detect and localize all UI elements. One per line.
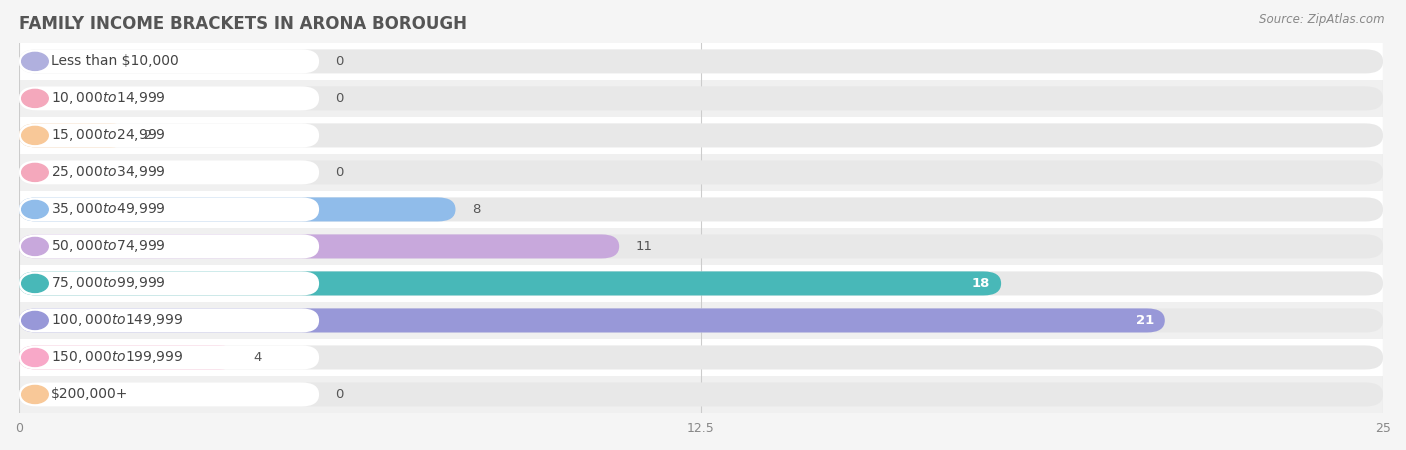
FancyBboxPatch shape <box>20 198 456 221</box>
FancyBboxPatch shape <box>20 271 1001 296</box>
FancyBboxPatch shape <box>20 198 1384 221</box>
Text: $10,000 to $14,999: $10,000 to $14,999 <box>51 90 166 106</box>
FancyBboxPatch shape <box>20 86 319 110</box>
FancyBboxPatch shape <box>20 234 319 258</box>
Bar <box>20 43 1384 80</box>
Text: $100,000 to $149,999: $100,000 to $149,999 <box>51 312 183 328</box>
Bar <box>20 376 1384 413</box>
FancyBboxPatch shape <box>20 198 319 221</box>
Text: $150,000 to $199,999: $150,000 to $199,999 <box>51 350 183 365</box>
Text: 0: 0 <box>336 388 344 401</box>
Bar <box>20 117 1384 154</box>
FancyBboxPatch shape <box>20 308 1384 333</box>
Text: 11: 11 <box>636 240 652 253</box>
Text: $50,000 to $74,999: $50,000 to $74,999 <box>51 238 166 254</box>
FancyBboxPatch shape <box>20 50 1384 73</box>
FancyBboxPatch shape <box>20 123 128 148</box>
Circle shape <box>21 200 48 218</box>
FancyBboxPatch shape <box>20 160 319 184</box>
FancyBboxPatch shape <box>20 271 1384 296</box>
Bar <box>20 154 1384 191</box>
FancyBboxPatch shape <box>20 86 1384 110</box>
Text: $25,000 to $34,999: $25,000 to $34,999 <box>51 164 166 180</box>
FancyBboxPatch shape <box>20 234 1384 258</box>
FancyBboxPatch shape <box>20 308 1164 333</box>
Bar <box>20 339 1384 376</box>
Bar <box>20 191 1384 228</box>
Bar <box>20 80 1384 117</box>
Text: $200,000+: $200,000+ <box>51 387 128 401</box>
Text: 21: 21 <box>1136 314 1154 327</box>
Circle shape <box>21 163 48 181</box>
Text: Source: ZipAtlas.com: Source: ZipAtlas.com <box>1260 14 1385 27</box>
FancyBboxPatch shape <box>20 346 319 369</box>
Text: FAMILY INCOME BRACKETS IN ARONA BOROUGH: FAMILY INCOME BRACKETS IN ARONA BOROUGH <box>20 15 467 33</box>
Text: 0: 0 <box>336 92 344 105</box>
FancyBboxPatch shape <box>20 160 1384 184</box>
FancyBboxPatch shape <box>20 271 319 296</box>
Text: 2: 2 <box>145 129 153 142</box>
Text: 4: 4 <box>253 351 262 364</box>
FancyBboxPatch shape <box>20 346 1384 369</box>
Circle shape <box>21 274 48 292</box>
Circle shape <box>21 238 48 256</box>
Text: 8: 8 <box>472 203 481 216</box>
Text: 0: 0 <box>336 166 344 179</box>
Circle shape <box>21 126 48 144</box>
FancyBboxPatch shape <box>20 382 319 406</box>
Text: 18: 18 <box>972 277 990 290</box>
FancyBboxPatch shape <box>20 234 619 258</box>
Bar <box>20 228 1384 265</box>
FancyBboxPatch shape <box>20 123 319 148</box>
Circle shape <box>21 90 48 108</box>
Text: 0: 0 <box>336 55 344 68</box>
Text: $35,000 to $49,999: $35,000 to $49,999 <box>51 202 166 217</box>
FancyBboxPatch shape <box>20 308 319 333</box>
Text: $75,000 to $99,999: $75,000 to $99,999 <box>51 275 166 292</box>
FancyBboxPatch shape <box>20 346 238 369</box>
FancyBboxPatch shape <box>20 382 1384 406</box>
Text: Less than $10,000: Less than $10,000 <box>51 54 179 68</box>
Bar <box>20 302 1384 339</box>
Text: $15,000 to $24,999: $15,000 to $24,999 <box>51 127 166 144</box>
Circle shape <box>21 311 48 329</box>
Circle shape <box>21 52 48 70</box>
Circle shape <box>21 386 48 404</box>
Bar <box>20 265 1384 302</box>
FancyBboxPatch shape <box>20 123 1384 148</box>
Circle shape <box>21 348 48 366</box>
FancyBboxPatch shape <box>20 50 319 73</box>
